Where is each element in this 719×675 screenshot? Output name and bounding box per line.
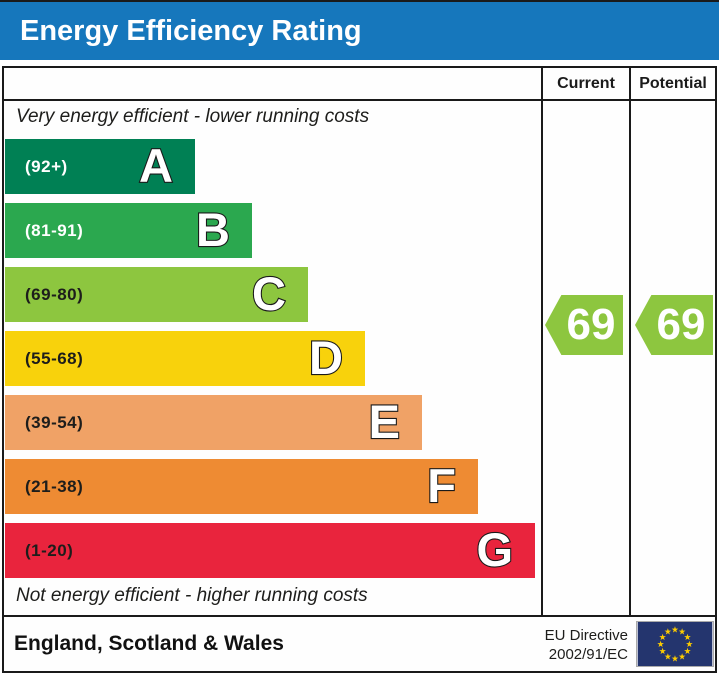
eu-directive-line1: EU Directive [544,627,628,644]
band-letter: F [426,458,457,513]
rating-bands: (92+) A (81-91) B (69-80) C (55-68) D (3… [5,138,535,587]
epc-chart-body: Current Potential Very energy efficient … [4,68,715,671]
title-bar: Energy Efficiency Rating [0,2,719,60]
band-row-f: (21-38) F [5,458,478,514]
potential-rating-value: 69 [656,300,706,349]
svg-text:★: ★ [664,628,672,638]
band-range-label: (39-54) [25,412,84,432]
bottom-note: Not energy efficient - higher running co… [16,585,368,606]
svg-text:★: ★ [685,640,693,650]
svg-text:★: ★ [684,647,692,657]
header-underline [4,99,715,101]
svg-text:★: ★ [659,633,667,643]
eu-directive-label: EU Directive 2002/91/EC [545,626,628,664]
column-divider-current [541,68,543,617]
band-row-b: (81-91) B [5,202,252,258]
band-letter: D [308,330,344,385]
band-range-label: (55-68) [25,348,84,368]
current-rating-value: 69 [566,300,616,349]
band-letter: B [195,202,231,257]
footer-divider [4,615,715,617]
current-rating-arrow: 69 [545,295,623,355]
eu-directive-line2: 2002/91/EC [548,646,628,663]
top-border-line [0,0,719,2]
band-row-d: (55-68) D [5,330,365,386]
eu-flag-icon: ★ ★ ★ ★ ★ ★ ★ ★ ★ ★ ★ ★ [636,621,714,667]
page-title: Energy Efficiency Rating [20,15,362,47]
band-range-label: (92+) [25,156,68,176]
svg-text:★: ★ [678,628,686,638]
band-row-g: (1-20) G [5,522,535,578]
top-note: Very energy efficient - lower running co… [16,106,370,127]
svg-text:★: ★ [657,640,665,650]
footer: England, Scotland & Wales EU Directive 2… [4,617,715,671]
epc-chart-frame: Current Potential Very energy efficient … [2,66,717,673]
svg-text:★: ★ [678,652,686,662]
band-letter: A [138,138,174,193]
band-row-e: (39-54) E [5,394,422,450]
band-range-label: (81-91) [25,220,84,240]
svg-text:★: ★ [671,654,679,664]
column-divider-potential [629,68,631,617]
eu-flag-stars: ★ ★ ★ ★ ★ ★ ★ ★ ★ ★ ★ ★ [657,626,694,665]
svg-text:★: ★ [664,652,672,662]
band-row-a: (92+) A [5,138,195,194]
potential-rating-arrow: 69 [635,295,713,355]
band-range-label: (69-80) [25,284,84,304]
region-label: England, Scotland & Wales [14,632,284,655]
svg-text:★: ★ [684,633,692,643]
band-row-c: (69-80) C [5,266,308,322]
svg-text:★: ★ [671,626,679,636]
band-letter: G [475,522,514,577]
band-letter: E [368,394,402,449]
band-letter: C [251,266,287,321]
svg-text:★: ★ [659,647,667,657]
column-header-current: Current [557,75,615,92]
column-header-potential: Potential [639,75,707,92]
band-range-label: (1-20) [25,540,74,560]
band-range-label: (21-38) [25,476,84,496]
eu-flag-field [637,622,713,666]
